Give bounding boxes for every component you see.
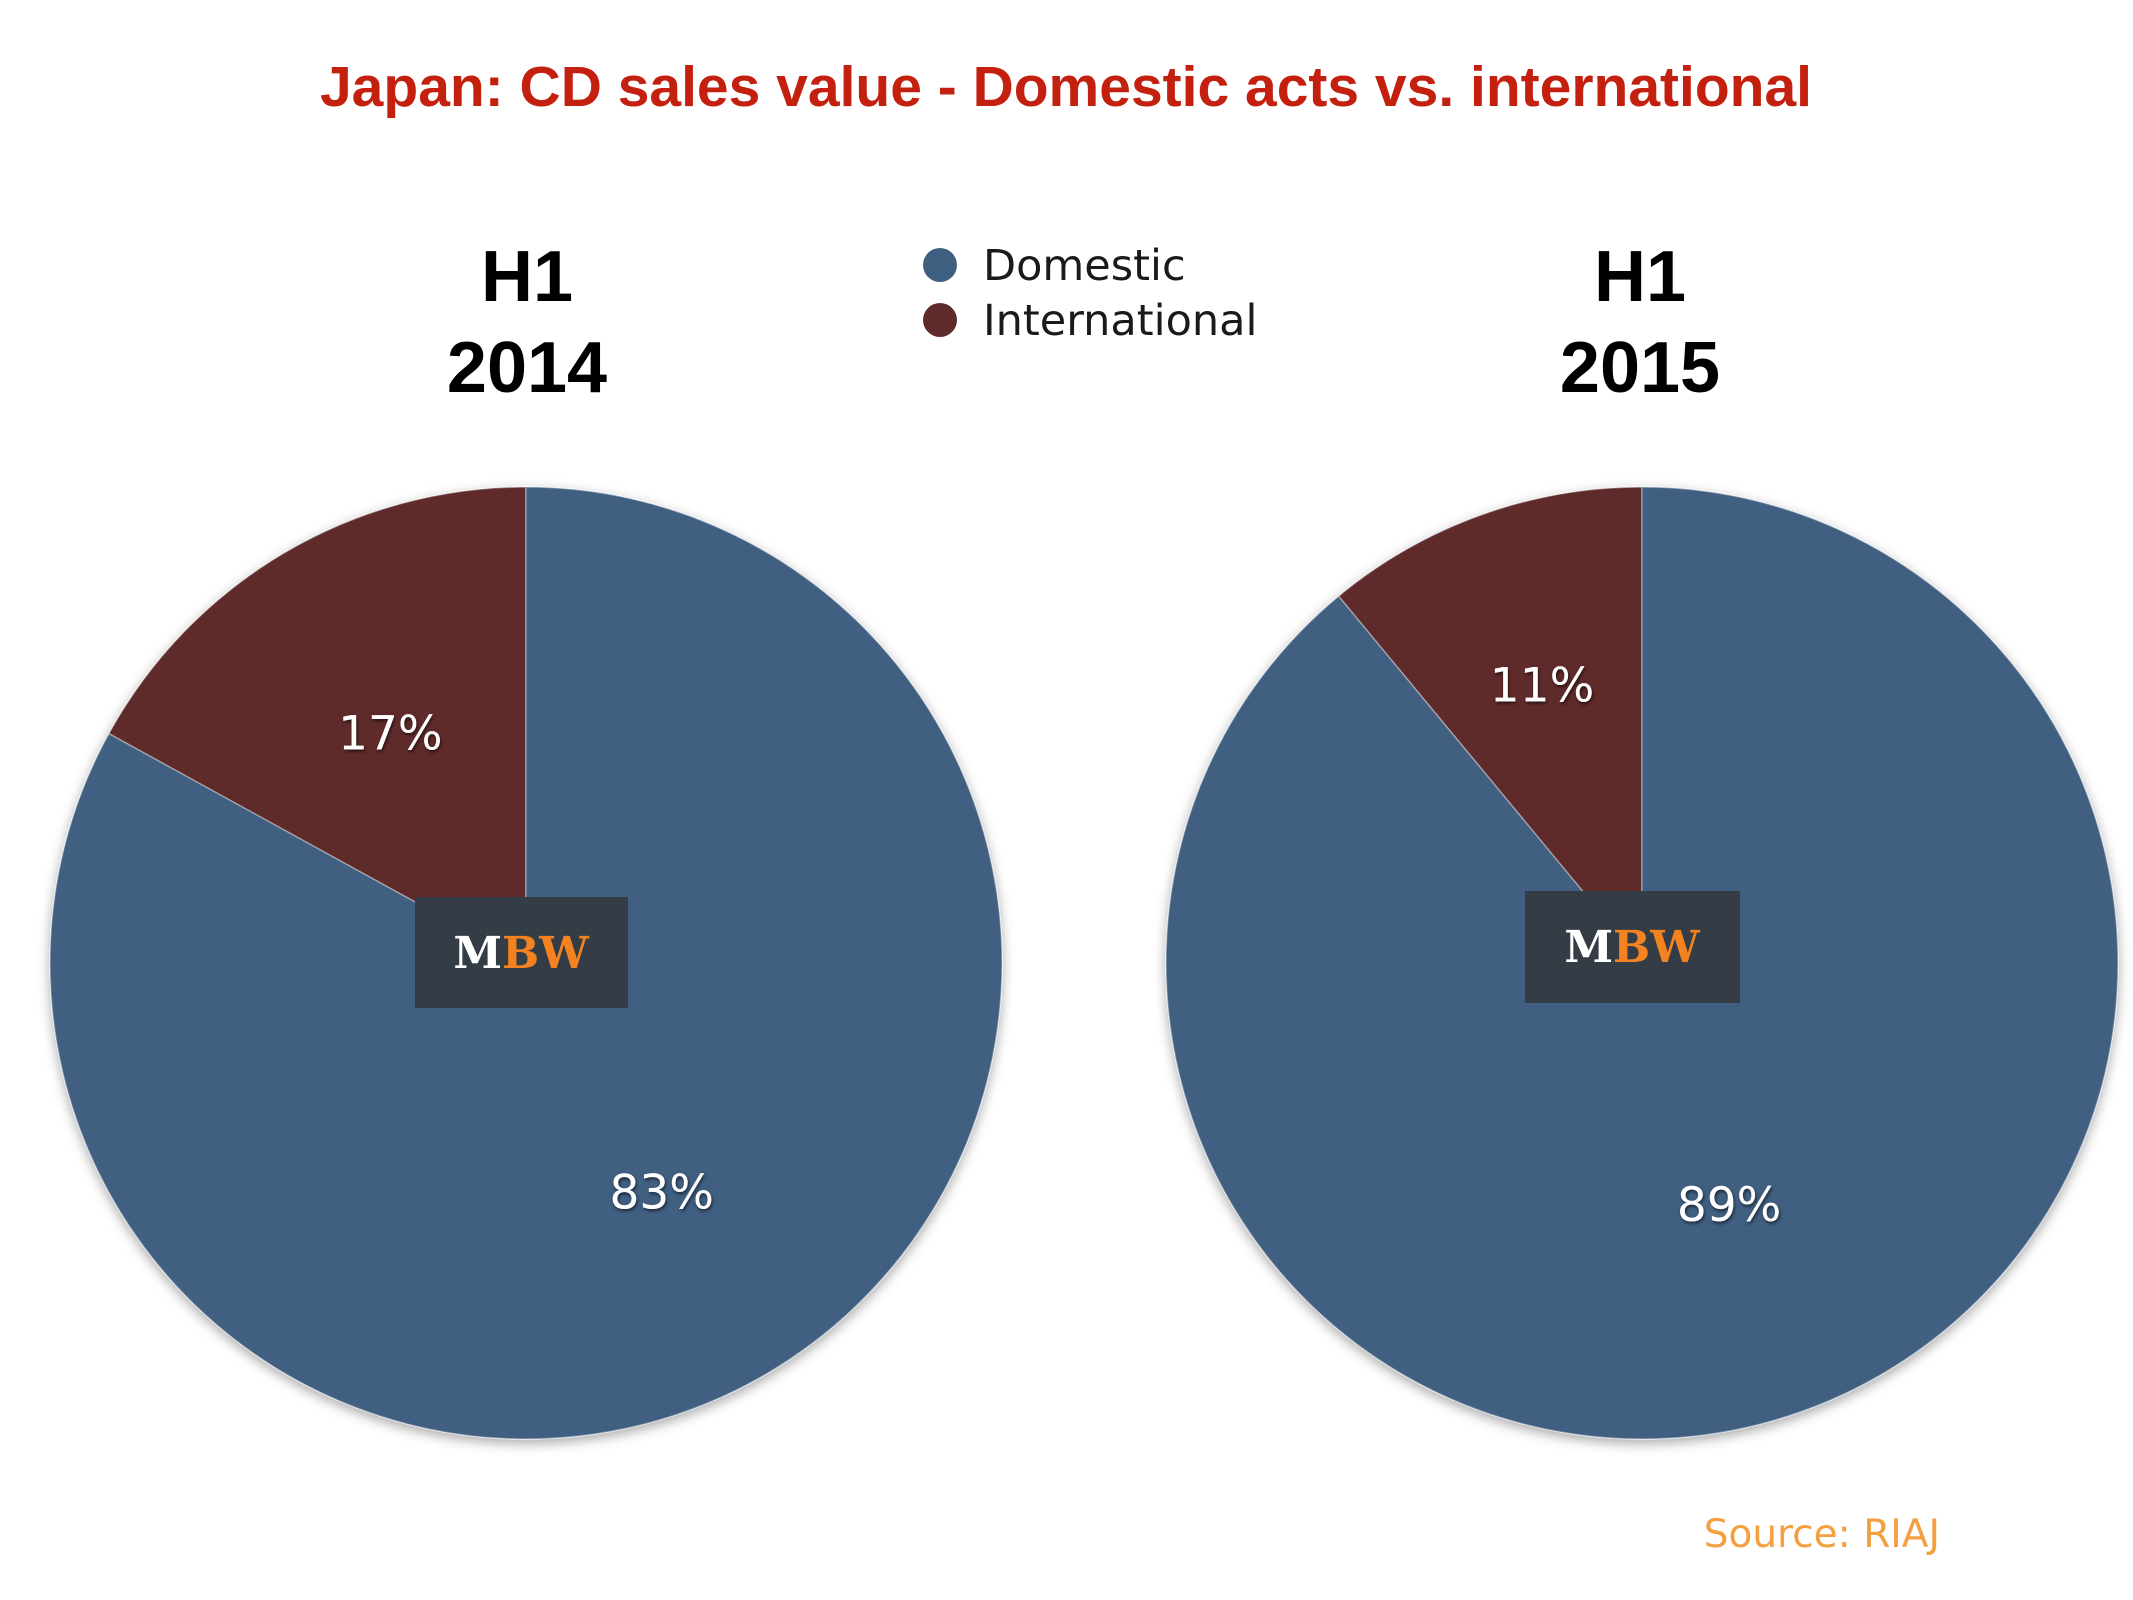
logo-box	[415, 897, 628, 1008]
logo-letters-bw: BW	[1613, 922, 1700, 973]
source-note: Source: RIAJ	[1704, 1512, 1940, 1557]
pie-slice-international	[107, 486, 527, 965]
logo-text: MBW	[1564, 922, 1700, 973]
legend-label-international: International	[983, 296, 1257, 346]
logo-letters-bw: BW	[502, 928, 589, 979]
pie-slices	[1165, 486, 2119, 1440]
pie-title-2014-line2: 2014	[447, 328, 607, 408]
slice-label-domestic: 89%	[1677, 1178, 1781, 1233]
mbw-logo-2015: MBW	[1525, 891, 1740, 1003]
pie-slice-international	[1337, 486, 1643, 966]
pie-chart-2014: 17% 83%	[49, 486, 1003, 1440]
mbw-logo-2014: MBW	[415, 897, 628, 1008]
legend: Domestic International	[923, 241, 1257, 346]
pie-chart-2015: 11% 89%	[1165, 486, 2119, 1440]
legend-swatch-international	[923, 303, 957, 337]
slice-label-international: 11%	[1490, 658, 1594, 713]
legend-label-domestic: Domestic	[983, 241, 1186, 291]
pie-slice-domestic	[1165, 486, 2119, 1440]
logo-letter-m: M	[1564, 922, 1613, 973]
pie-title-2015-line1: H1	[1594, 237, 1686, 317]
pie-slices	[49, 486, 1003, 1440]
chart-title: Japan: CD sales value - Domestic acts vs…	[320, 55, 1812, 119]
pie-title-2014-line1: H1	[481, 237, 573, 317]
pie-slice-domestic	[49, 486, 1003, 1440]
pie-title-2015-line2: 2015	[1560, 328, 1720, 408]
logo-box	[1525, 891, 1740, 1003]
slice-label-international: 17%	[338, 707, 442, 762]
logo-letter-m: M	[453, 928, 502, 979]
logo-text: MBW	[453, 928, 589, 979]
legend-swatch-domestic	[923, 248, 957, 282]
slice-label-domestic: 83%	[609, 1165, 713, 1220]
